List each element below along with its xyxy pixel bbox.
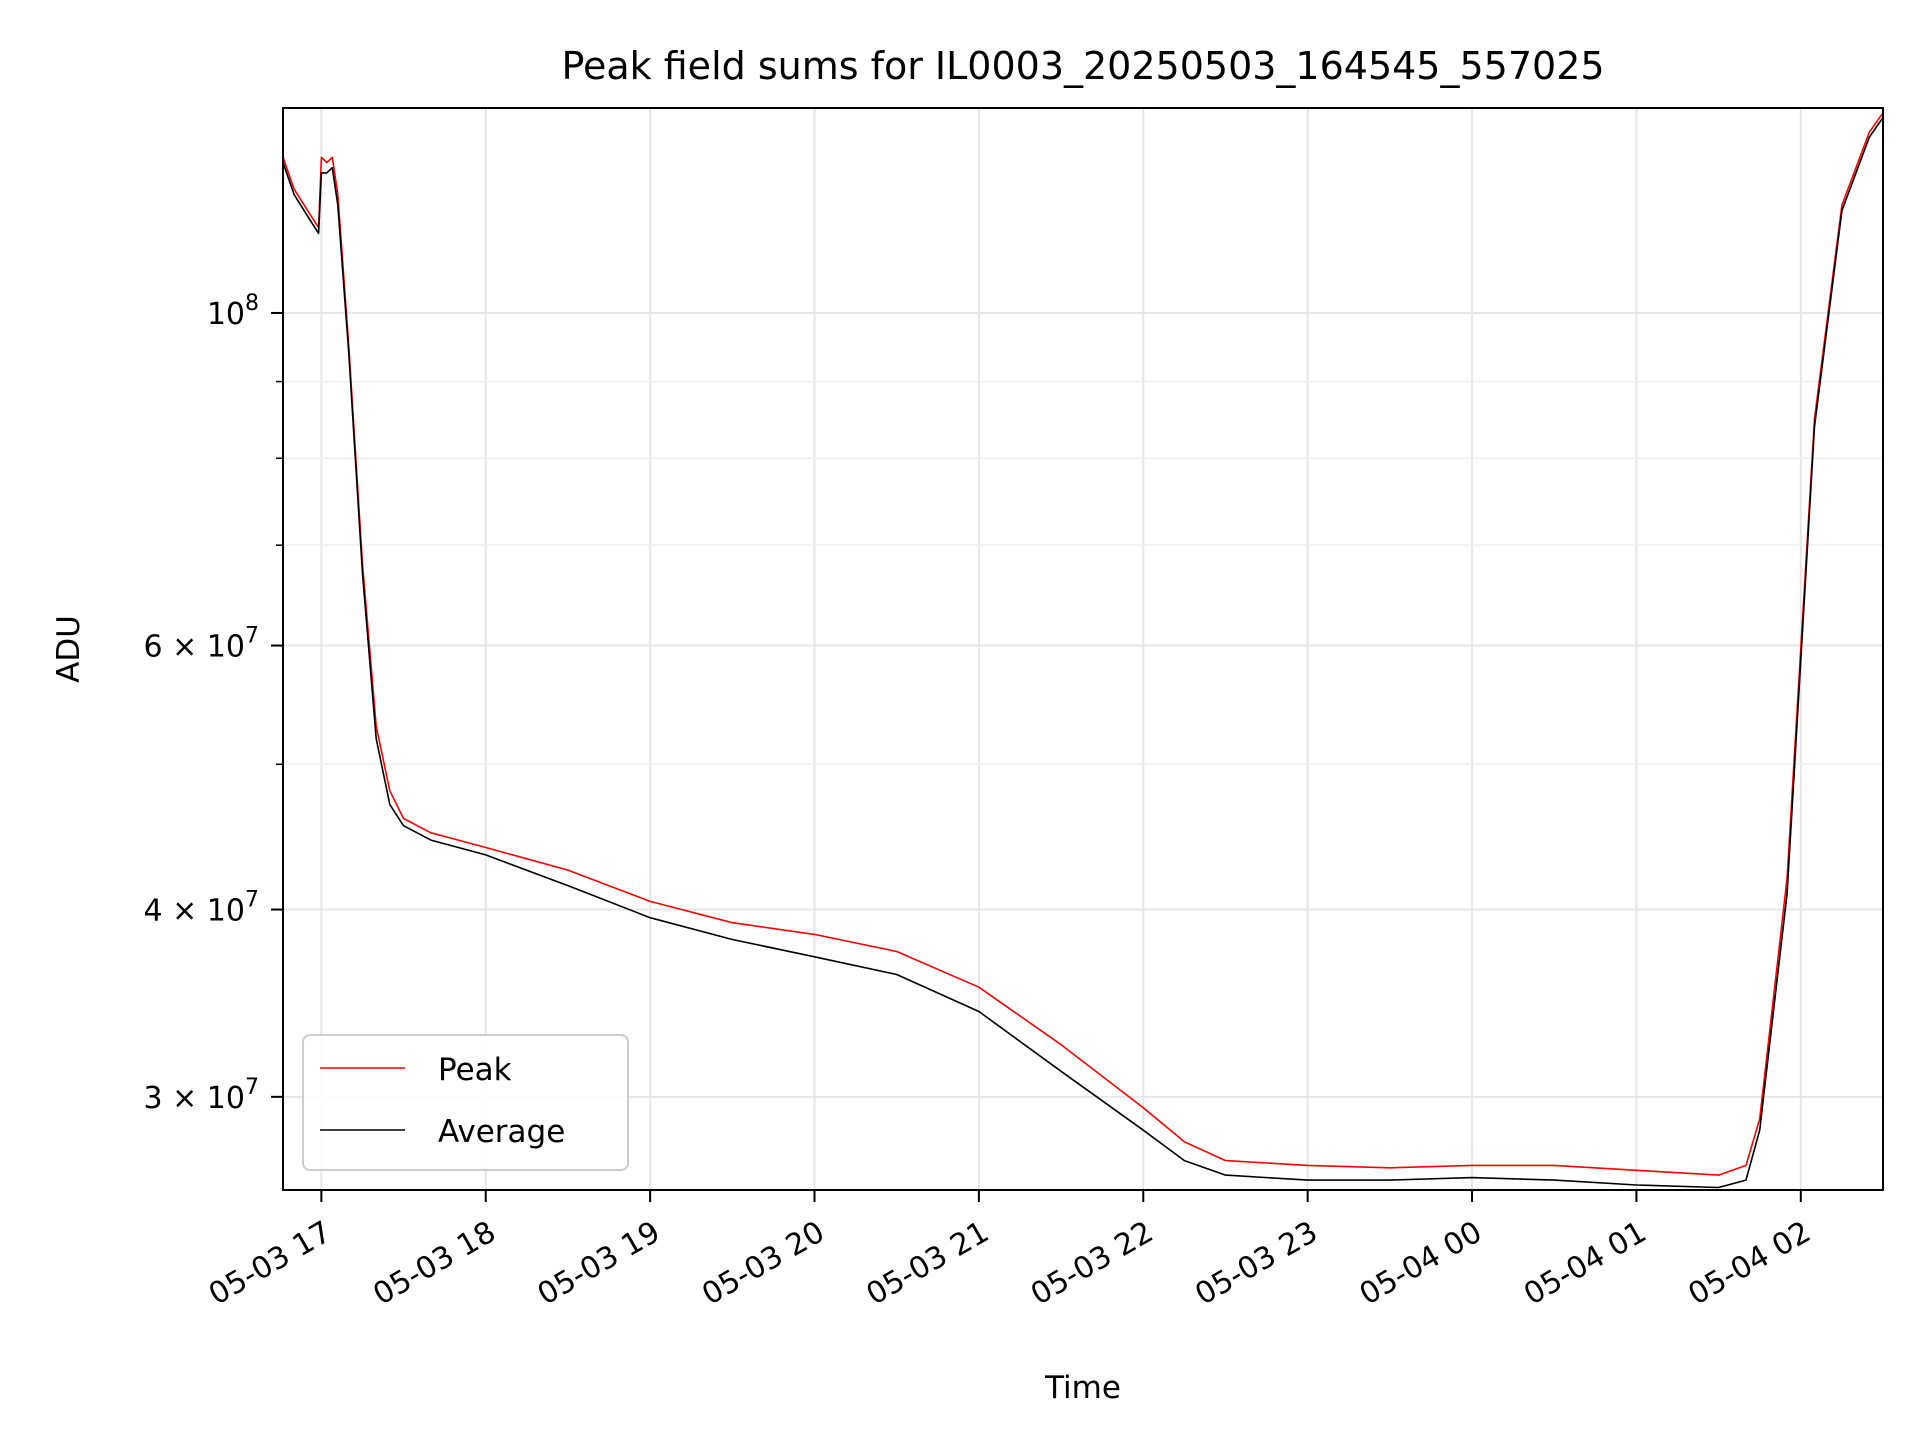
plot-area-frame [282,107,1884,1191]
x-axis-label: Time [1044,1370,1121,1406]
legend-label-peak: Peak [438,1052,512,1088]
chart-title: Peak field sums for IL0003_20250503_1645… [561,44,1604,88]
legend: Peak Average [302,1034,629,1171]
y-tick-label: 3 × 107 [144,1075,259,1116]
y-axis-label: ADU [51,615,87,683]
y-tick-label: 108 [207,291,259,332]
legend-label-average: Average [438,1114,565,1150]
series-line-peak [282,112,1884,1176]
series-layer [282,112,1884,1189]
y-tick-label: 6 × 107 [144,624,259,665]
y-axis: 3 × 107 4 × 107 6 × 107 108 [144,291,283,1116]
series-line-average [282,117,1884,1189]
y-tick-label: 4 × 107 [144,888,259,929]
